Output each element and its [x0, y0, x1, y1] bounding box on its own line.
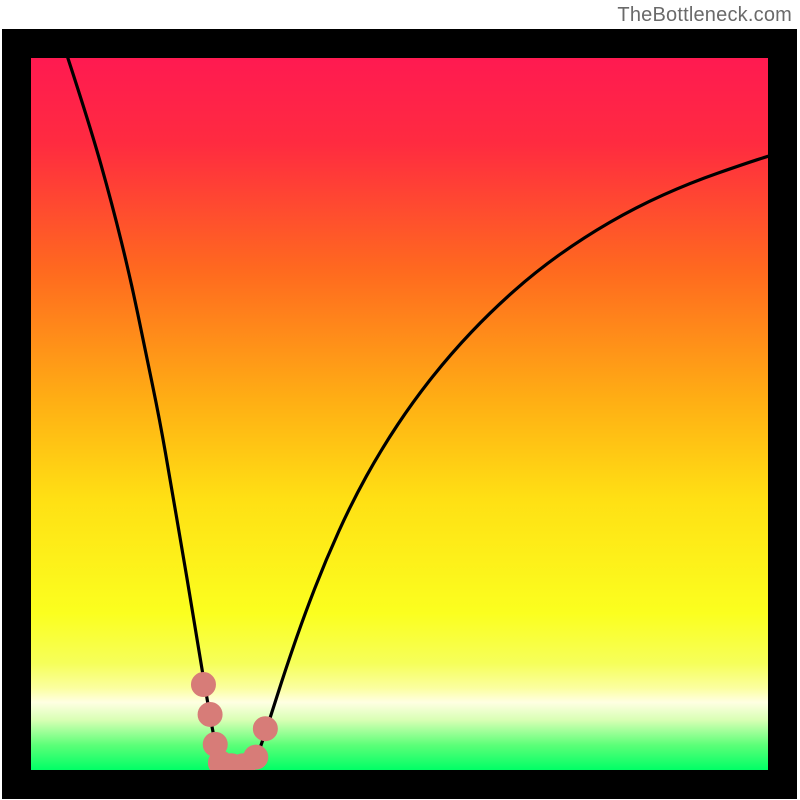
marker-point [253, 717, 277, 741]
watermark-label: TheBottleneck.com [617, 4, 792, 27]
marker-point [191, 673, 215, 697]
marker-point [244, 745, 268, 769]
marker-points [31, 58, 768, 770]
marker-point [198, 702, 222, 726]
plot-inner-area [31, 58, 768, 770]
